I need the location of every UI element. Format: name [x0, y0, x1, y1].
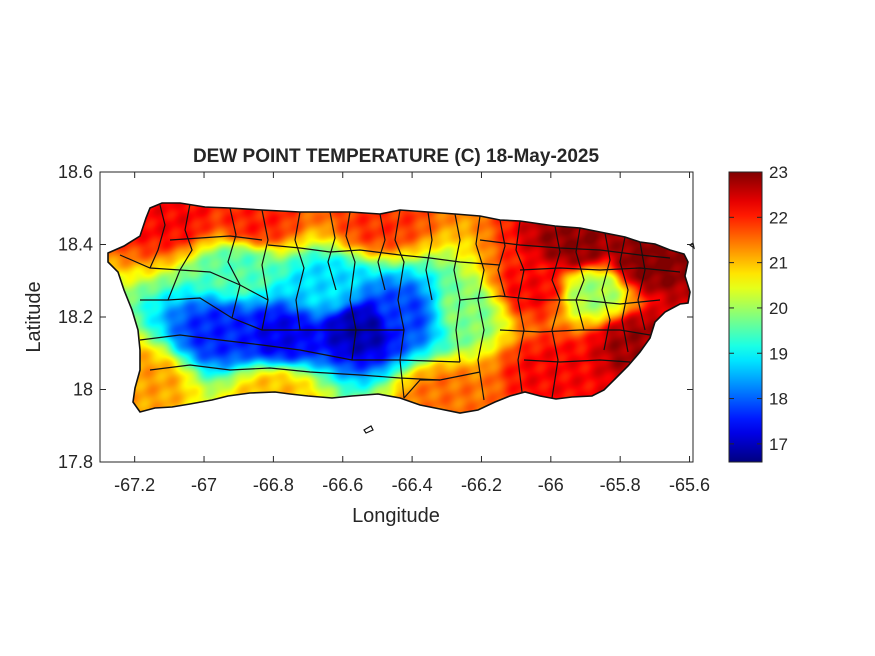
colorbar-tick-label: 19: [769, 344, 788, 363]
municipality-boundary: [267, 244, 501, 266]
municipality-boundary: [227, 207, 241, 319]
municipality-boundary: [519, 267, 681, 273]
coastline: [107, 202, 691, 414]
colorbar-tick-label: 18: [769, 390, 788, 409]
municipality-boundary: [327, 211, 337, 291]
y-tick-label: 18: [73, 380, 93, 400]
municipality-boundary: [425, 211, 433, 301]
municipality-boundary: [345, 211, 357, 361]
municipality-boundary: [167, 203, 193, 301]
municipality-boundary: [475, 215, 485, 401]
y-tick-label: 18.6: [58, 162, 93, 182]
y-tick-label: 18.4: [58, 235, 93, 255]
municipality-boundary: [515, 220, 525, 393]
colorbar-tick-label: 17: [769, 435, 788, 454]
municipality-boundary: [294, 211, 305, 331]
x-tick-label: -67.2: [114, 475, 155, 495]
municipality-boundary: [575, 227, 585, 331]
municipality-boundary: [523, 359, 631, 363]
municipality-boundary: [499, 329, 651, 336]
colorbar-ticks: 17 18 19 20 21 22 23: [729, 163, 788, 454]
municipality-boundary: [169, 235, 263, 241]
x-tick-label: -65.6: [669, 475, 710, 495]
x-tick-label: -66: [538, 475, 564, 495]
y-tick-label: 17.8: [58, 452, 93, 472]
chart-title: DEW POINT TEMPERATURE (C) 18-May-2025: [193, 146, 600, 167]
caja-de-muertos-islet: [363, 425, 374, 434]
colorbar-tick-label: 22: [769, 208, 788, 227]
x-tick-label: -66.6: [322, 475, 363, 495]
y-tick-label: 18.2: [58, 307, 93, 327]
y-axis-label: Latitude: [23, 281, 45, 352]
x-tick-label: -66.4: [392, 475, 433, 495]
municipality-boundary: [637, 241, 646, 331]
x-tick-label: -66.8: [253, 475, 294, 495]
municipality-boundary: [459, 295, 661, 305]
x-tick-label: -67: [191, 475, 217, 495]
colorbar: [728, 171, 763, 463]
municipality-boundary: [139, 334, 461, 363]
municipality-boundary: [497, 219, 506, 297]
municipality-boundary: [377, 213, 386, 291]
x-tick-label: -65.8: [600, 475, 641, 495]
municipality-boundary: [149, 364, 481, 381]
municipality-boundary: [261, 209, 269, 331]
municipality-boundary: [453, 213, 461, 363]
colorbar-tick-label: 21: [769, 254, 788, 273]
municipality-boundary: [149, 204, 166, 269]
municipality-boundaries: [119, 203, 681, 401]
municipality-boundary: [140, 297, 404, 331]
y-axis-ticks: 17.8 18 18.2 18.4 18.6: [58, 162, 693, 472]
colorbar-tick-label: 23: [769, 163, 788, 182]
x-axis-label: Longitude: [352, 505, 440, 527]
x-axis-ticks: -67.2 -67 -66.8 -66.6 -66.4 -66.2 -66 -65.8 -65.…: [114, 172, 710, 495]
colorbar-tick-label: 20: [769, 299, 788, 318]
municipality-boundary: [403, 379, 440, 399]
municipality-boundary: [479, 239, 671, 259]
x-tick-label: -66.2: [461, 475, 502, 495]
municipality-boundary: [119, 254, 269, 301]
